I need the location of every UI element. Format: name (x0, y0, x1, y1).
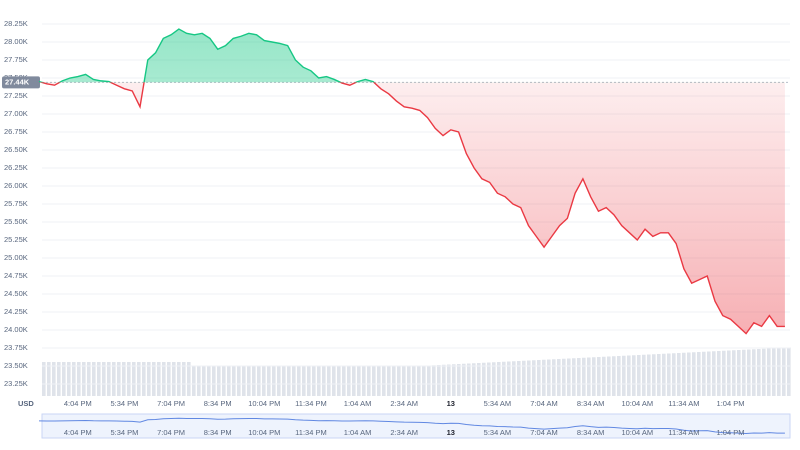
navigator-tick-label: 2:34 AM (390, 428, 418, 437)
x-tick-label: 2:34 AM (390, 399, 418, 408)
x-tick-label: 7:04 AM (530, 399, 558, 408)
x-tick-label: 4:04 PM (64, 399, 92, 408)
y-tick-label: 25.25K (4, 235, 28, 244)
y-tick-label: 23.50K (4, 361, 28, 370)
x-tick-label: 7:04 PM (157, 399, 185, 408)
navigator-tick-label: 4:04 PM (64, 428, 92, 437)
x-tick-label: 1:04 PM (717, 399, 745, 408)
y-tick-label: 24.25K (4, 307, 28, 316)
currency-label: USD (18, 399, 34, 408)
navigator-tick-label: 1:04 AM (344, 428, 372, 437)
x-tick-label: 11:34 AM (668, 399, 699, 408)
y-tick-label: 27.75K (4, 55, 28, 64)
navigator-tick-label: 7:04 PM (157, 428, 185, 437)
y-tick-label: 25.75K (4, 199, 28, 208)
x-tick-label: 8:34 PM (204, 399, 232, 408)
y-tick-label: 26.00K (4, 181, 28, 190)
navigator-tick-label: 8:34 PM (204, 428, 232, 437)
x-tick-label: 1:04 AM (344, 399, 372, 408)
y-tick-label: 25.50K (4, 217, 28, 226)
baseline-label-box (2, 76, 40, 89)
x-tick-label: 10:04 PM (248, 399, 280, 408)
navigator-tick-label: 8:34 AM (577, 428, 605, 437)
navigator-tick-label: 7:04 AM (530, 428, 558, 437)
navigator-tick-label: 10:04 AM (621, 428, 653, 437)
y-tick-label: 26.50K (4, 145, 28, 154)
x-tick-label: 5:34 PM (111, 399, 139, 408)
y-tick-label: 28.25K (4, 19, 28, 28)
y-tick-label: 24.50K (4, 289, 28, 298)
y-tick-label: 26.75K (4, 127, 28, 136)
area-up (39, 29, 374, 83)
navigator-tick-label: 11:34 AM (668, 428, 699, 437)
x-tick-label: 10:04 AM (621, 399, 653, 408)
navigator-tick-label: 5:34 AM (484, 428, 512, 437)
navigator-tick-label: 11:34 PM (295, 428, 327, 437)
navigator-tick-label: 1:04 PM (717, 428, 745, 437)
y-tick-label: 24.75K (4, 271, 28, 280)
navigator[interactable] (41, 413, 791, 439)
navigator-tick-label: 10:04 PM (248, 428, 280, 437)
navigator-tick-label: 5:34 PM (111, 428, 139, 437)
area-down (39, 82, 785, 334)
navigator-tick-label: 13 (447, 428, 455, 437)
y-tick-label: 28.00K (4, 37, 28, 46)
navigator-line (38, 417, 785, 434)
y-tick-label: 23.75K (4, 343, 28, 352)
baseline-label: 27.44K (5, 77, 30, 86)
y-tick-label: 26.25K (4, 163, 28, 172)
x-tick-label: 5:34 AM (484, 399, 512, 408)
price-line (38, 82, 785, 335)
y-tick-label: 23.25K (4, 379, 28, 388)
x-tick-label: 8:34 AM (577, 399, 605, 408)
y-tick-label: 24.00K (4, 325, 28, 334)
x-tick-label: 13 (447, 399, 455, 408)
volume-bars (42, 347, 791, 396)
y-tick-label: 25.00K (4, 253, 28, 262)
y-tick-label: 27.00K (4, 109, 28, 118)
y-tick-label: 27.25K (4, 91, 28, 100)
price-line (38, 28, 375, 83)
x-tick-label: 11:34 PM (295, 399, 327, 408)
